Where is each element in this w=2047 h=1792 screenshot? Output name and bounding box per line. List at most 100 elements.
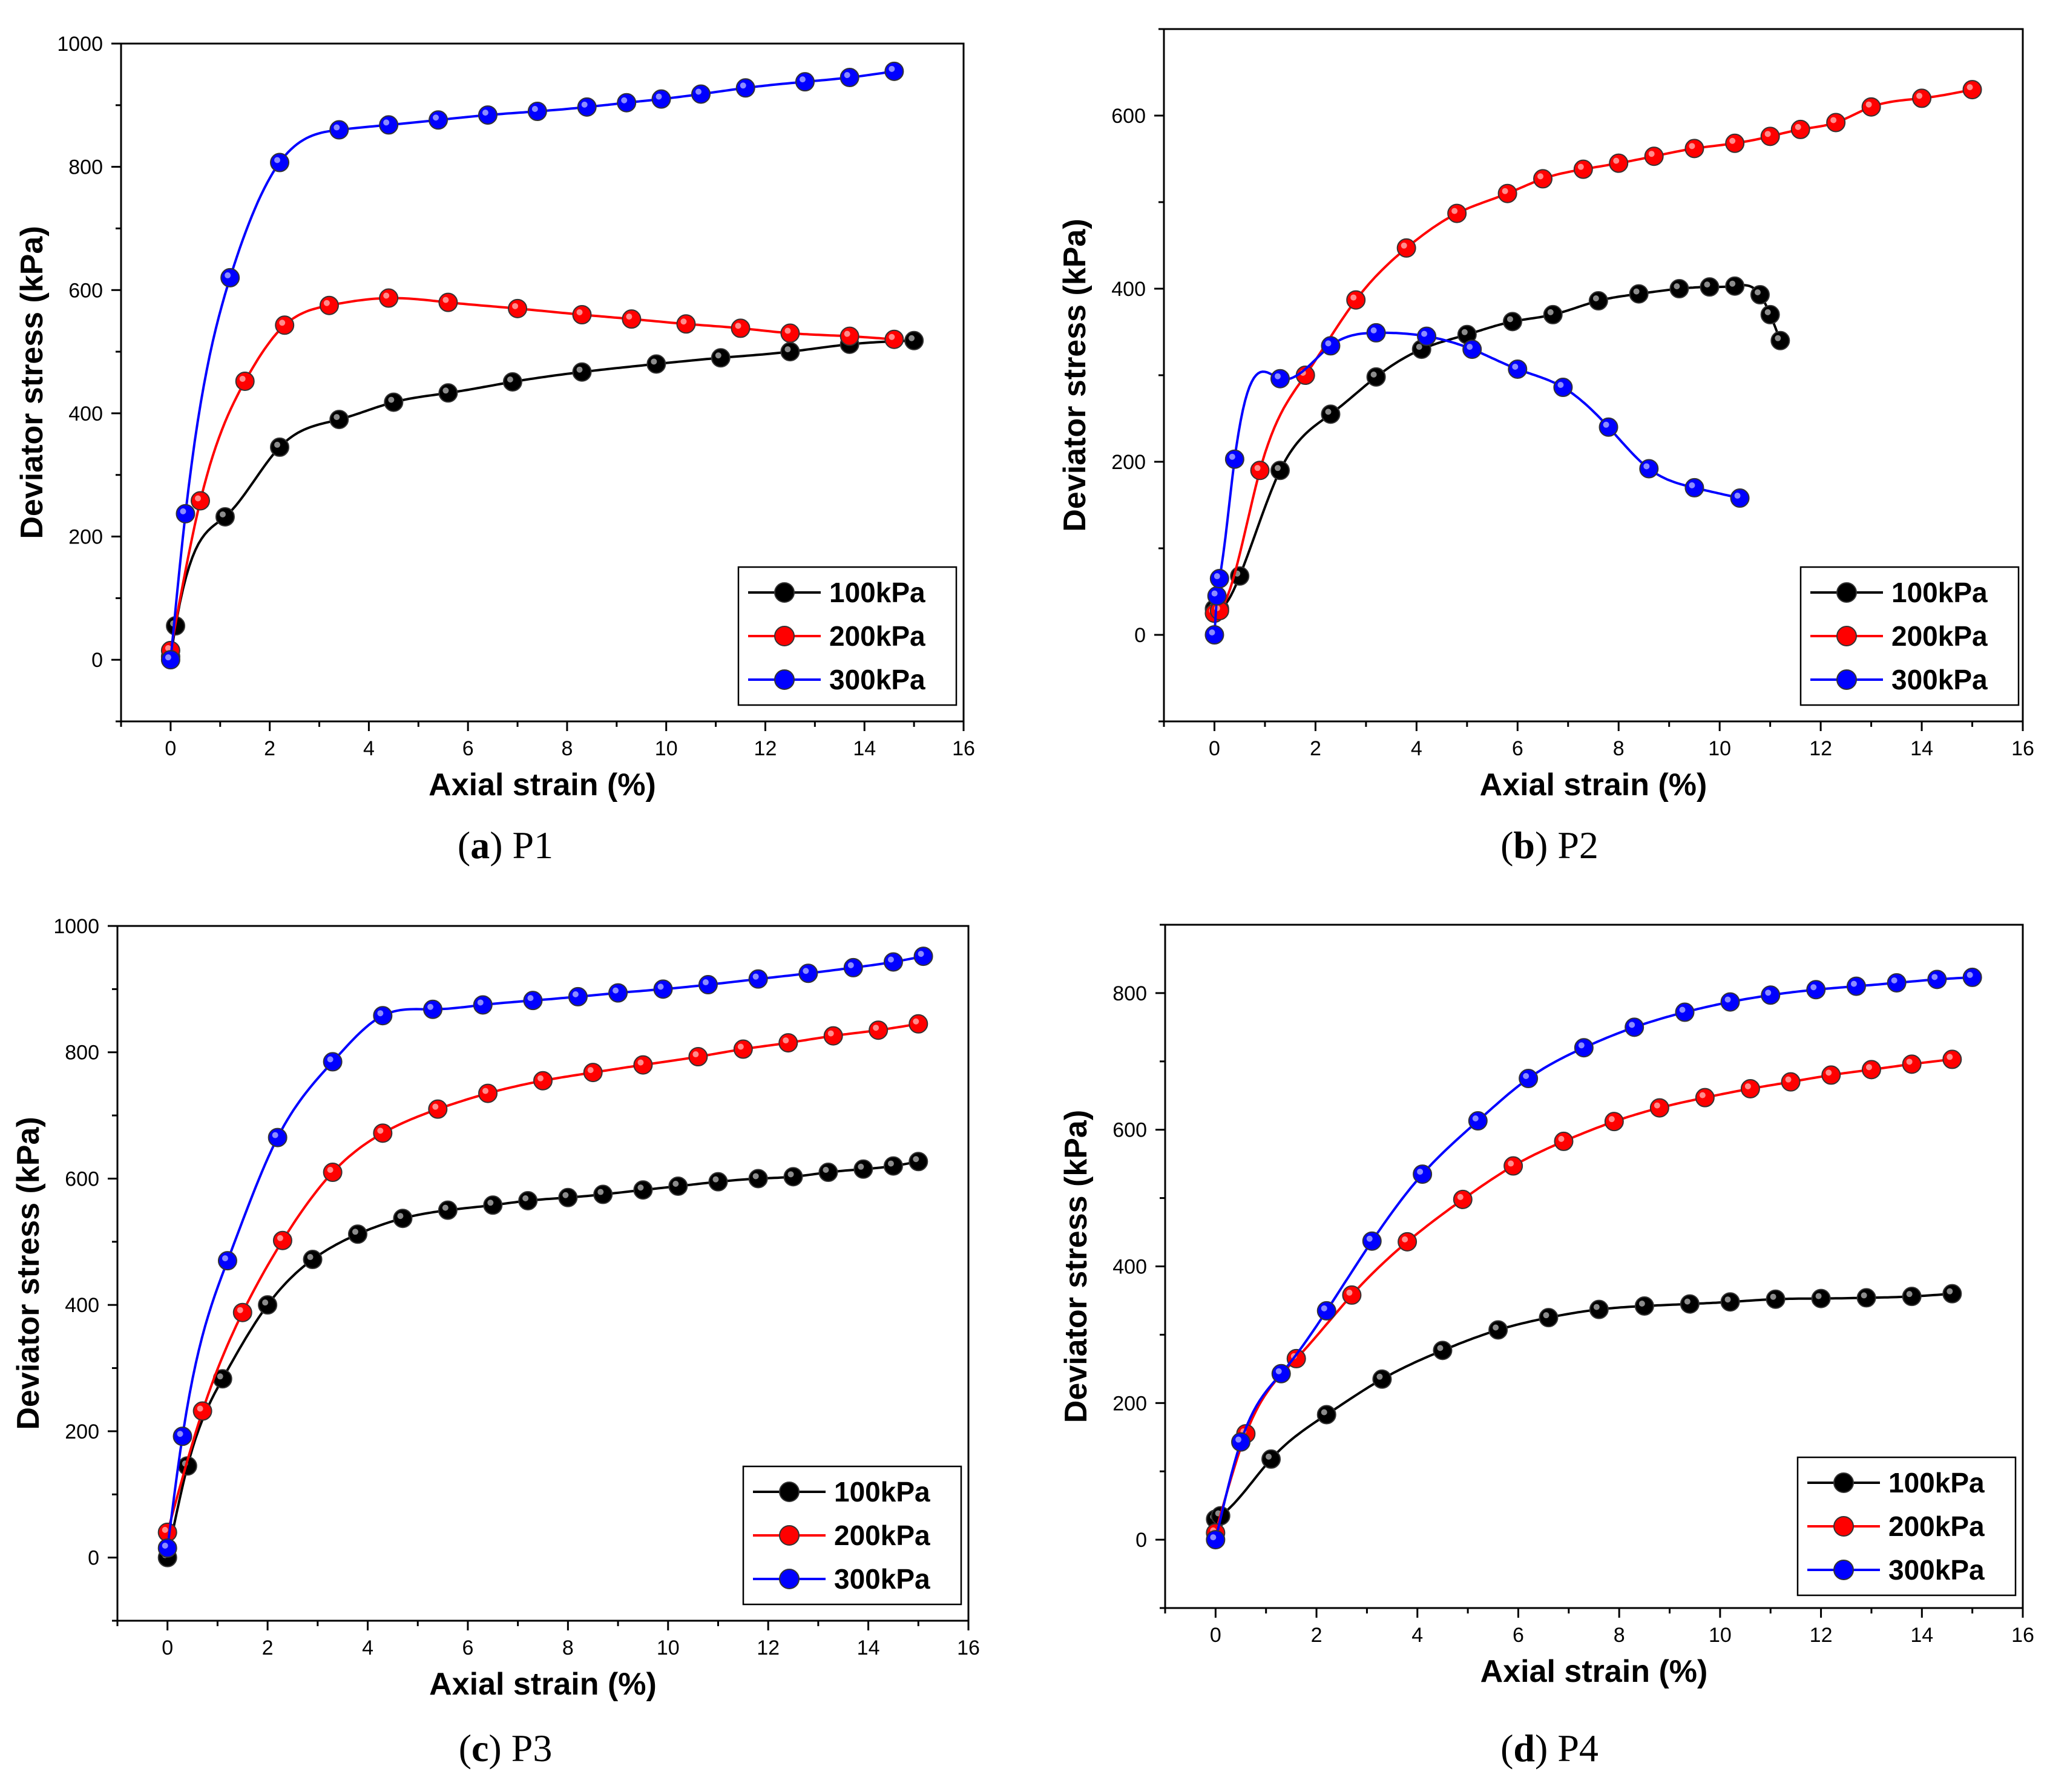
x-axis-title: Axial strain (%) [1480,767,1707,802]
data-point [1806,980,1826,1000]
data-point-highlight [1366,1235,1373,1242]
data-point-highlight [433,114,439,121]
data-point [1366,367,1386,387]
data-point [1261,1449,1281,1469]
data-point-highlight [1543,1312,1549,1319]
data-point [1740,1078,1760,1098]
data-point [708,1172,728,1192]
data-point-highlight [1966,971,1973,978]
data-point-highlight [1376,1373,1383,1380]
data-point [1887,973,1907,993]
data-point [1231,1432,1251,1452]
data-point [883,952,903,972]
legend-label: 100kPa [829,577,925,608]
x-tick-label: 6 [462,1636,473,1659]
series-100kPa [160,330,924,667]
data-point-highlight [1592,295,1599,302]
x-tick-label: 6 [1513,1624,1524,1647]
data-point-highlight [1931,974,1938,980]
data-point [1462,340,1482,359]
panel-b: 0 2 4 6 8 10 12 14 16 0 200 400 600 Axial strain (%) D… [1057,28,2034,867]
data-point-highlight [1254,465,1261,471]
data-point [691,84,711,104]
data-point [1224,449,1244,469]
x-tick-label: 16 [2011,737,2034,760]
data-point-highlight [239,375,246,382]
x-tick-label: 4 [363,737,375,760]
data-point [1684,478,1704,497]
data-point-highlight [279,320,286,326]
data-point-highlight [165,645,171,651]
data-point [438,292,458,312]
data-point [527,102,547,121]
data-point-highlight [803,968,809,974]
data-point-highlight [1729,137,1736,144]
data-point [275,315,295,335]
data-point [191,491,211,511]
data-point-highlight [1744,1083,1751,1089]
y-tick-label: 800 [65,1042,99,1065]
data-point-highlight [1557,382,1564,389]
data-point [1750,285,1770,305]
x-tick-label: 12 [1810,1624,1833,1647]
data-point-highlight [1235,1436,1242,1443]
data-point [1573,159,1593,179]
data-point [1684,139,1704,159]
data-point [1962,80,1982,100]
data-point-highlight [784,346,791,353]
data-point-highlight [613,987,619,994]
data-point [1942,1284,1962,1304]
data-point-highlight [1699,1092,1706,1098]
data-point-highlight [522,1195,529,1201]
legend: 100kPa 200kPa 300kPa [742,1465,962,1606]
series-200kPa [160,288,904,660]
data-point [220,267,240,287]
data-point [698,975,718,995]
data-point-highlight [1891,977,1898,983]
legend-marker [1836,626,1857,646]
x-tick-label: 12 [754,737,777,760]
x-tick-label: 16 [957,1636,980,1659]
data-point-highlight [1437,1345,1444,1351]
data-point [1927,970,1947,990]
data-point [384,392,404,412]
data-point [583,1063,603,1083]
caption-label: ) P4 [1535,1727,1598,1770]
data-point [668,1176,688,1196]
x-axis-title: Axial strain (%) [429,767,656,802]
data-point-highlight [1523,1073,1530,1080]
data-point [1730,488,1750,508]
data-point [478,105,498,125]
series-300kPa [160,61,904,670]
data-point-highlight [587,1067,594,1074]
x-tick-label: 16 [952,737,975,760]
x-tick-label: 14 [1910,737,1933,760]
data-point-highlight [180,508,186,514]
legend-marker [1836,669,1857,690]
caption-label: ) P3 [488,1727,552,1770]
data-point-highlight [1467,344,1473,350]
caption-letter: c [472,1727,488,1770]
data-point-highlight [442,1204,448,1211]
data-point-highlight [1815,1293,1822,1299]
data-point [572,305,592,324]
data-point [593,1184,613,1204]
x-tick-label: 10 [1709,1624,1732,1647]
data-point-highlight [787,1171,794,1178]
caption-letter: d [1513,1727,1535,1770]
data-point-highlight [889,65,895,72]
y-tick-label: 600 [68,279,103,302]
caption-paren: ( [1500,824,1513,867]
x-tick-label: 10 [1708,737,1731,760]
data-point [1669,279,1689,298]
data-point [1766,1289,1786,1309]
data-point-highlight [1795,123,1801,130]
data-point [473,995,493,1015]
legend-marker [1836,582,1857,603]
data-point [438,1200,458,1220]
data-point-highlight [715,352,721,359]
data-point [1720,1292,1740,1312]
data-point-highlight [262,1299,269,1306]
data-point-highlight [388,396,395,403]
data-point-highlight [1825,1069,1832,1076]
